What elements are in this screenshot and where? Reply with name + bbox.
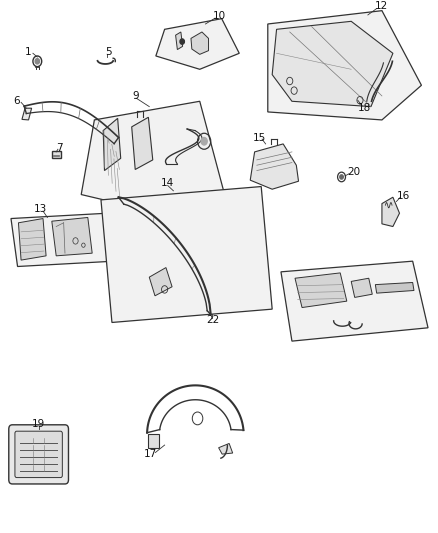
Polygon shape (280, 261, 427, 341)
Polygon shape (18, 219, 46, 260)
Text: 5: 5 (105, 47, 112, 57)
Text: 1: 1 (25, 47, 32, 56)
Polygon shape (267, 11, 420, 120)
Text: 10: 10 (212, 11, 226, 21)
Circle shape (339, 175, 343, 179)
Polygon shape (374, 282, 413, 293)
Polygon shape (250, 144, 298, 189)
Text: 16: 16 (396, 191, 409, 200)
Polygon shape (101, 187, 272, 322)
Text: 6: 6 (13, 96, 20, 106)
Polygon shape (218, 443, 232, 454)
Polygon shape (149, 268, 172, 296)
Circle shape (180, 39, 184, 44)
Polygon shape (148, 434, 159, 448)
Polygon shape (131, 117, 152, 169)
Text: 13: 13 (34, 205, 47, 214)
Polygon shape (294, 273, 346, 308)
Text: 20: 20 (346, 167, 359, 176)
Polygon shape (11, 213, 114, 266)
Text: 15: 15 (252, 133, 265, 142)
Text: 19: 19 (32, 419, 45, 429)
Polygon shape (272, 21, 392, 107)
FancyBboxPatch shape (15, 431, 62, 478)
Circle shape (201, 138, 207, 145)
Text: 12: 12 (374, 2, 388, 11)
Circle shape (35, 59, 39, 64)
Polygon shape (52, 217, 92, 256)
Text: 18: 18 (357, 103, 370, 112)
Polygon shape (381, 197, 399, 227)
Polygon shape (175, 32, 182, 50)
Polygon shape (155, 19, 239, 69)
Text: 7: 7 (56, 143, 63, 152)
Text: 17: 17 (143, 449, 156, 459)
Text: 22: 22 (205, 315, 219, 325)
Polygon shape (52, 151, 60, 158)
FancyBboxPatch shape (9, 425, 68, 484)
Polygon shape (350, 278, 371, 297)
Text: 14: 14 (161, 179, 174, 188)
Text: 9: 9 (132, 91, 139, 101)
Polygon shape (191, 32, 208, 54)
Polygon shape (22, 108, 32, 120)
Polygon shape (103, 118, 120, 171)
Polygon shape (81, 101, 223, 213)
